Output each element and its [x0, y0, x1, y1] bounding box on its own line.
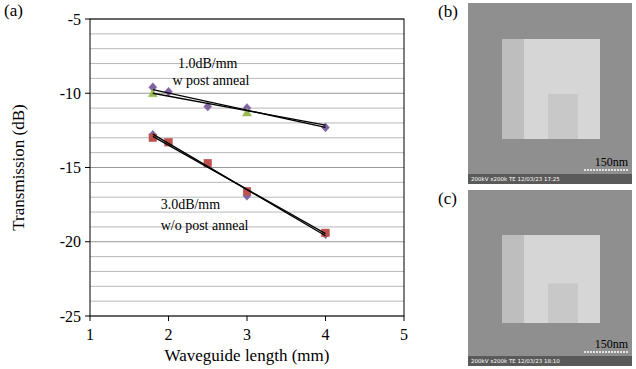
- y-tick-label: -20: [60, 233, 81, 250]
- fit-line: [153, 90, 326, 128]
- minor-grid-line: [90, 137, 404, 138]
- grid-line: [90, 241, 404, 242]
- y-tick: [85, 241, 90, 242]
- sem-footer: 200kV x200k TE 12/03/23 17:25: [471, 176, 560, 182]
- x-tick: [90, 316, 91, 321]
- minor-grid-line: [90, 301, 404, 302]
- y-tick-label: -15: [60, 159, 81, 176]
- y-tick: [85, 19, 90, 20]
- annotation: w/o post anneal: [161, 218, 249, 233]
- x-tick-label: 3: [243, 326, 251, 343]
- y-tick-label: -25: [60, 308, 81, 325]
- minor-grid-line: [90, 271, 404, 272]
- y-tick-label: -10: [60, 85, 81, 102]
- sem-background: [468, 190, 632, 366]
- sem-footer: 200kV x200k TE 12/03/23 18:10: [471, 358, 560, 364]
- scale-bar: [584, 351, 628, 353]
- waveguide-cross-section: [502, 39, 600, 139]
- fit-line: [153, 134, 326, 236]
- minor-grid-line: [90, 256, 404, 257]
- sem-background: [468, 3, 632, 184]
- minor-grid-line: [90, 152, 404, 153]
- minor-grid-line: [90, 33, 404, 34]
- scale-bar: [584, 169, 628, 171]
- x-axis-title: Waveguide length (mm): [165, 346, 330, 365]
- y-tick: [85, 316, 90, 317]
- x-tick-label: 2: [165, 326, 173, 343]
- y-axis-title: Transmission (dB): [9, 104, 28, 230]
- x-tick: [247, 316, 248, 321]
- minor-grid-line: [90, 182, 404, 183]
- minor-grid-line: [90, 286, 404, 287]
- minor-grid-line: [90, 122, 404, 123]
- x-tick: [404, 316, 405, 321]
- minor-grid-line: [90, 48, 404, 49]
- minor-grid-line: [90, 212, 404, 213]
- annotation: 3.0dB/mm: [161, 197, 221, 212]
- annotation: 1.0dB/mm: [178, 56, 238, 71]
- grid-line: [90, 93, 404, 94]
- plot-frame: [90, 19, 404, 316]
- sem-footer-strip: [468, 356, 632, 366]
- x-tick-label: 5: [400, 326, 408, 343]
- plot-data: [148, 83, 329, 239]
- fit-line: [153, 93, 326, 125]
- minor-grid-line: [90, 63, 404, 64]
- x-tick: [325, 316, 326, 321]
- annotation: w post anneal: [172, 73, 249, 88]
- panel-label: (b): [438, 2, 458, 21]
- x-tick-label: 4: [322, 326, 330, 343]
- scale-bar-label: 150nm: [595, 337, 629, 351]
- grain-shade: [502, 235, 524, 323]
- grain-shade: [548, 283, 578, 323]
- x-tick: [168, 316, 169, 321]
- panel-label: (c): [438, 189, 457, 208]
- grain-shade: [548, 94, 578, 139]
- y-tick-label: -5: [68, 11, 81, 28]
- x-tick-label: 1: [86, 326, 94, 343]
- waveguide-cross-section: [502, 235, 600, 323]
- panel-label: (a): [4, 1, 23, 20]
- grid-line: [90, 167, 404, 168]
- fit-line: [153, 136, 326, 233]
- grain-shade: [502, 39, 524, 139]
- y-tick: [85, 93, 90, 94]
- scale-bar-label: 150nm: [595, 155, 629, 169]
- y-tick: [85, 167, 90, 168]
- figure: (a) -25 -20 -15 -10 -5 1 2 3 4 5 Waveguide length (…: [0, 0, 636, 369]
- sem-footer-strip: [468, 174, 632, 184]
